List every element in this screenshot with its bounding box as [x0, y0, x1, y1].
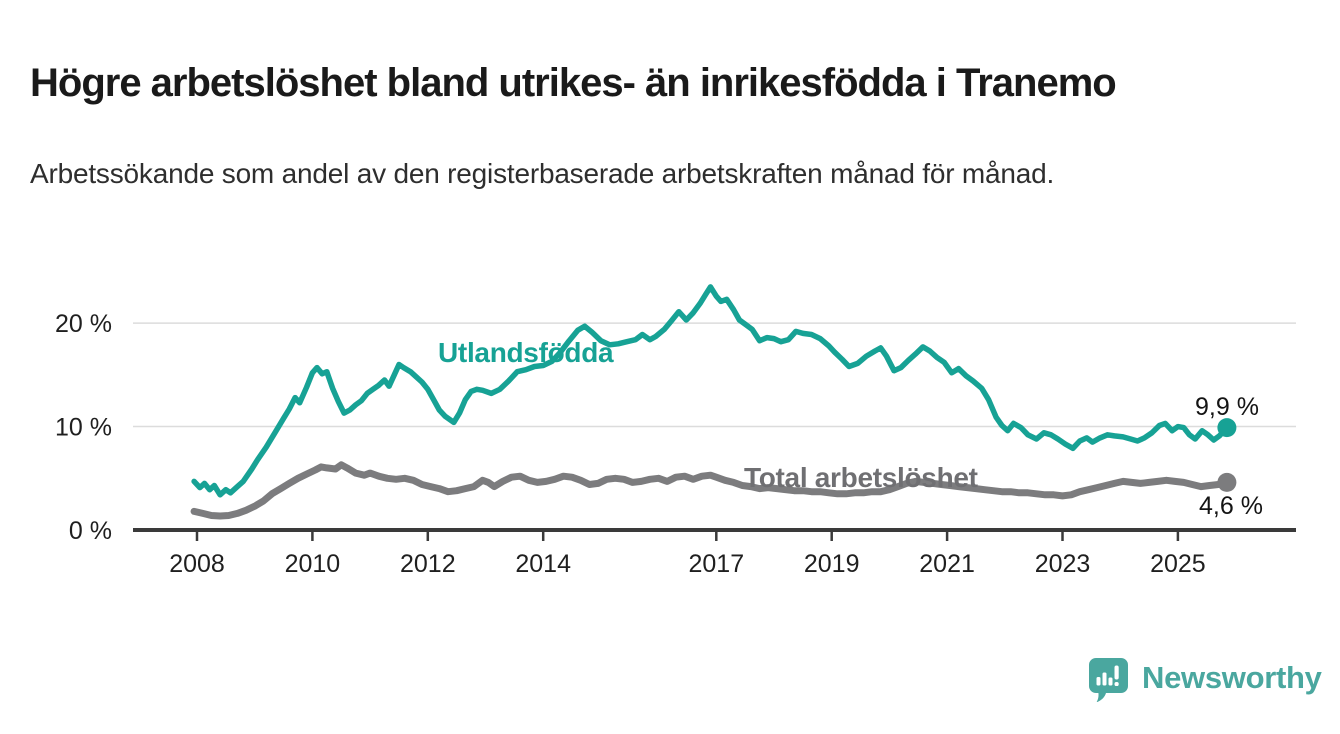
series-label-total: Total arbetslöshet — [744, 462, 978, 493]
x-axis-label-2023: 2023 — [1035, 550, 1091, 578]
x-axis-label-2008: 2008 — [169, 550, 225, 578]
end-value-label-total: 4,6 % — [1199, 492, 1263, 520]
newsworthy-logo-text: Newsworthy — [1142, 660, 1322, 695]
end-value-label-utlandsfodda: 9,9 % — [1195, 393, 1259, 421]
x-axis-label-2014: 2014 — [515, 550, 571, 578]
x-axis-label-2019: 2019 — [804, 550, 860, 578]
x-axis-label-2012: 2012 — [400, 550, 456, 578]
newsworthy-branding: Newsworthy — [1084, 654, 1322, 702]
x-axis-label-2025: 2025 — [1150, 550, 1206, 578]
y-axis-label-0: 0 % — [69, 517, 112, 545]
page-title: Högre arbetslöshet bland utrikes- än inr… — [30, 60, 1117, 105]
y-axis-label-10: 10 % — [55, 414, 112, 442]
x-axis-label-2010: 2010 — [285, 550, 341, 578]
chart-subtitle: Arbetssökande som andel av den registerb… — [30, 158, 1055, 189]
x-axis-label-2021: 2021 — [919, 550, 975, 578]
newsworthy-logo-icon — [1089, 658, 1128, 702]
x-axis-label-2017: 2017 — [688, 550, 744, 578]
total-line — [190, 461, 1231, 520]
line-chart-canvas: 0 % 10 % 20 % 2008 2010 2012 2014 2017 2019 2021 2… — [55, 284, 1296, 578]
series-label-utlandsfodda: Utlandsfödda — [438, 337, 614, 368]
utlandsfodda-line — [191, 284, 1230, 498]
total-end-dot — [1217, 472, 1237, 492]
y-axis-label-20: 20 % — [55, 310, 112, 338]
utlandsfodda-end-dot — [1217, 418, 1237, 438]
